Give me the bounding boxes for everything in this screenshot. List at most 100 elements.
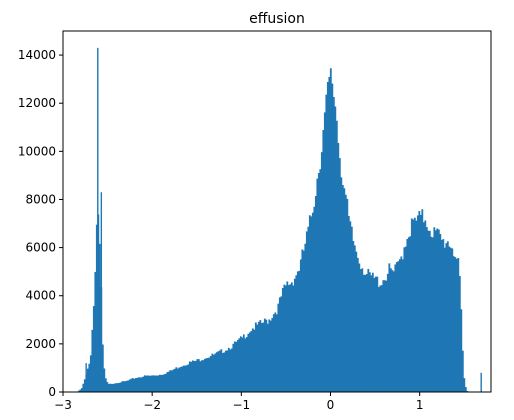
histogram-bin xyxy=(323,112,326,393)
histogram-bin xyxy=(149,375,152,392)
histogram-bin xyxy=(344,194,347,392)
histogram-bin xyxy=(391,270,394,392)
x-tick-label: −1 xyxy=(232,398,250,412)
histogram-bin xyxy=(122,381,125,392)
histogram-bin xyxy=(77,390,80,392)
histogram-bin xyxy=(184,365,187,392)
histogram-bin xyxy=(218,350,221,392)
histogram-bars xyxy=(76,47,482,393)
histogram-bin xyxy=(269,320,272,392)
histogram-bin xyxy=(371,272,374,392)
histogram-bin xyxy=(398,259,401,392)
histogram-bin xyxy=(377,287,380,392)
histogram-bin xyxy=(361,268,364,392)
histogram-bin xyxy=(389,268,392,392)
histogram-bin xyxy=(172,369,175,392)
histogram-bin xyxy=(128,379,131,392)
histogram-bin xyxy=(80,388,83,392)
histogram-bin xyxy=(362,274,365,392)
histogram-bin xyxy=(232,343,235,392)
histogram-bin xyxy=(299,259,302,392)
histogram-bin xyxy=(428,230,431,392)
histogram-spike xyxy=(97,47,99,392)
axis-ticks: −3 −2 −1 0 1 0 2000 4000 6000 8000 10000 12000 14000 xyxy=(18,48,424,412)
histogram-bin xyxy=(205,358,208,392)
histogram-bin xyxy=(409,236,412,392)
histogram-bin xyxy=(271,317,274,392)
histogram-bin xyxy=(83,379,86,392)
histogram-bin xyxy=(143,375,146,392)
histogram-bin xyxy=(346,198,349,392)
histogram-bin xyxy=(454,257,457,392)
histogram-bin xyxy=(197,359,200,392)
histogram-bin xyxy=(140,377,143,392)
histogram-bin xyxy=(206,358,209,392)
histogram-bin xyxy=(215,352,218,392)
histogram-bin xyxy=(217,351,220,392)
histogram-bin xyxy=(310,216,313,392)
histogram-bin xyxy=(188,361,191,392)
histogram-bin xyxy=(400,256,403,392)
histogram-bin xyxy=(194,360,197,392)
histogram-bin xyxy=(337,142,340,392)
histogram-bin xyxy=(139,377,142,392)
histogram-bin xyxy=(161,374,164,392)
histogram-bin xyxy=(353,245,356,392)
y-tick-label: 2000 xyxy=(25,337,56,351)
histogram-bin xyxy=(403,247,406,392)
histogram-bin xyxy=(341,185,344,392)
histogram-bin xyxy=(445,243,448,392)
histogram-bin xyxy=(412,219,415,392)
histogram-bin xyxy=(182,365,185,392)
histogram-bin xyxy=(212,354,215,392)
histogram-bin xyxy=(295,275,298,392)
histogram-bin xyxy=(137,377,140,392)
histogram-bin xyxy=(245,337,248,392)
plot-frame xyxy=(62,30,492,393)
histogram-bin xyxy=(307,226,310,392)
histogram-bin xyxy=(394,264,397,392)
y-tick-label: 14000 xyxy=(18,48,56,62)
histogram-bin xyxy=(118,382,121,392)
histogram-bin xyxy=(322,129,325,392)
histogram-bin xyxy=(364,274,367,392)
histogram-bin xyxy=(254,322,257,392)
histogram-bin xyxy=(95,224,98,392)
histogram-bin xyxy=(335,120,338,392)
histogram-bin xyxy=(263,318,266,392)
histogram-bin xyxy=(352,241,355,392)
histogram-bin xyxy=(319,169,322,392)
histogram-bin xyxy=(221,352,224,392)
histogram-bin xyxy=(415,220,418,392)
histogram-bin xyxy=(425,227,428,392)
histogram-bin xyxy=(316,178,319,392)
histogram-bin xyxy=(289,284,292,392)
y-tick-label: 10000 xyxy=(18,144,56,158)
histogram-bin xyxy=(229,349,232,392)
histogram-bin xyxy=(301,249,304,392)
histogram-bin xyxy=(220,349,223,392)
histogram-bin xyxy=(101,344,104,392)
histogram-bin xyxy=(281,288,284,392)
histogram-bin xyxy=(443,247,446,392)
histogram-bin xyxy=(407,237,410,392)
histogram-bin xyxy=(401,259,404,392)
histogram-bin xyxy=(338,158,341,392)
histogram-bin xyxy=(176,368,179,392)
histogram-bin xyxy=(430,236,433,392)
histogram-bin xyxy=(88,363,91,392)
y-tick-label: 0 xyxy=(48,385,56,399)
histogram-bin xyxy=(343,188,346,392)
histogram-bin xyxy=(79,389,82,392)
histogram-bin xyxy=(208,357,211,392)
histogram-bin xyxy=(125,380,128,392)
histogram-bin xyxy=(370,275,373,392)
histogram-bin xyxy=(359,269,362,392)
histogram-bin xyxy=(266,323,269,392)
histogram-bin xyxy=(368,272,371,392)
histogram-bin xyxy=(209,356,212,392)
histogram-bin xyxy=(103,368,106,392)
histogram-bin xyxy=(109,383,112,392)
histogram-bin xyxy=(461,350,464,392)
